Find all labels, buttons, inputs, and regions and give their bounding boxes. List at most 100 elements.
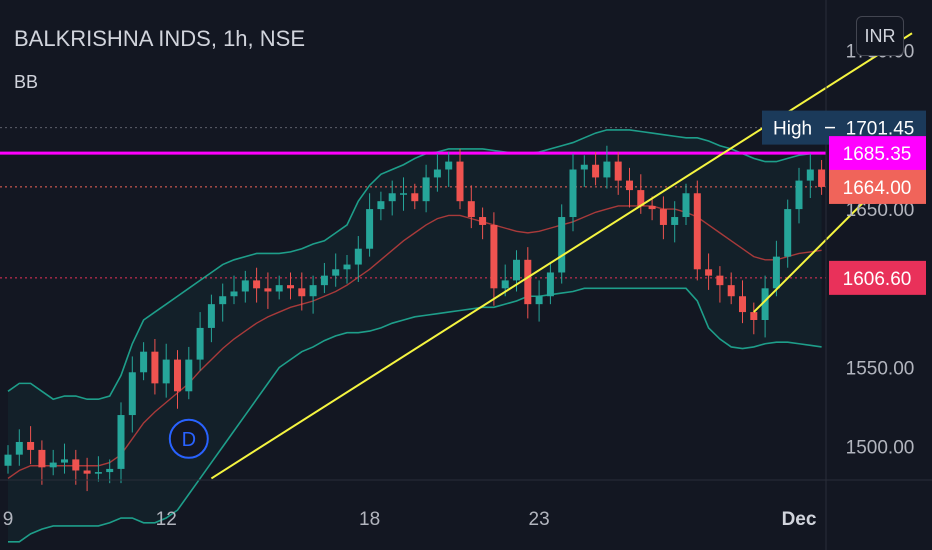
bollinger-lower-line [8,287,822,543]
x-tick-label: 12 [156,509,177,530]
candle-body [83,470,91,474]
indicator-legend[interactable]: BB [14,72,39,92]
candle-body [558,217,566,273]
candle-body [241,280,249,292]
resistance-price-badge-bg [829,136,926,171]
candle-body [140,351,148,373]
x-tick-label: 18 [359,509,380,530]
high-badge-value: 1701.45 [846,119,915,140]
candle-body [637,190,645,206]
candle-body [671,217,679,225]
candle-body [15,441,23,455]
candle-body [772,256,780,289]
candle-body [614,161,622,181]
candle-body [275,285,283,292]
candle-body [4,454,12,466]
bollinger-fill [8,129,822,542]
candle-body [490,224,498,289]
current-price-badge-value: 1664.00 [843,178,912,199]
candle-body [332,269,340,276]
candle-body [818,169,826,187]
support-price-badge-bg [829,260,926,295]
candle-body [38,449,46,468]
candle-body [648,205,656,210]
candle-body [501,280,509,289]
candle-body [287,285,294,289]
candle-body [603,161,611,178]
candle-body [445,161,453,170]
candle-body [162,359,170,384]
x-tick-label: 23 [529,509,550,530]
candle-body [422,177,430,202]
candle-body [128,372,136,416]
candle-body [682,193,690,218]
candle-body [207,304,215,328]
high-badge-label: High [773,119,812,140]
candle-body [151,351,159,384]
candle-body [479,217,487,225]
candle-body [230,291,238,297]
candle-body [626,180,633,191]
candle-body [366,209,374,249]
candle-body [546,272,554,297]
candle-body [761,288,769,320]
bollinger-upper-line [7,129,822,401]
y-tick-label: 1550.00 [846,359,915,380]
candle-body [320,275,328,286]
candle-body [298,288,306,297]
x-tick-label: 9 [3,509,14,530]
y-tick-label: 1650.00 [846,200,915,221]
candle-body [27,441,35,450]
trendline-rising-wedge-lower[interactable] [210,32,913,480]
candle-body [739,296,746,313]
candle-body [433,169,441,178]
candle-body [795,180,803,210]
candle-body [750,312,758,320]
candle-body [264,288,272,292]
candle-body [49,462,57,468]
candle-body [727,285,735,297]
candle-body [659,209,667,225]
candle-body [196,327,204,360]
currency-button[interactable]: INR [856,16,904,56]
candle-body [309,285,317,297]
dividend-marker-label[interactable]: D [182,429,196,451]
candle-body [524,259,532,305]
candle-body [592,164,600,178]
candle-body [400,193,407,195]
candle-body [535,296,543,305]
candle-body [411,193,419,202]
candle-body [388,193,396,202]
candle-body [61,459,68,463]
candle-body [580,164,588,170]
symbol-title: BALKRISHNA INDS, 1h, NSE [14,26,305,51]
candle-body [94,472,102,474]
current-price-badge-bg [829,169,926,204]
candle-body [693,193,701,270]
support-price-badge-value: 1606.60 [843,269,912,290]
candle-body [716,275,724,286]
candle-body [343,264,351,270]
candle-body [117,415,125,469]
candle-body [705,269,713,276]
price-labels: High 1701.45 1685.35 1664.00 1606.60 [762,110,926,295]
dividend-marker[interactable]: D [168,418,209,459]
candle-body [377,201,385,210]
resistance-price-badge-value: 1685.35 [843,144,912,165]
candle-body [174,359,181,392]
dividend-marker-circle[interactable] [168,418,209,459]
horizontal-levels [0,127,826,279]
candle-body [72,459,80,471]
candle-body [106,468,114,473]
candle-body [513,259,520,281]
x-tick-label: Dec [782,509,817,530]
y-tick-label: 1500.00 [846,438,915,459]
candle-body [456,161,464,202]
candles [4,145,826,492]
candle-body [354,248,362,265]
candle-body [219,296,227,305]
candle-body [253,280,261,289]
candle-body [569,169,577,218]
